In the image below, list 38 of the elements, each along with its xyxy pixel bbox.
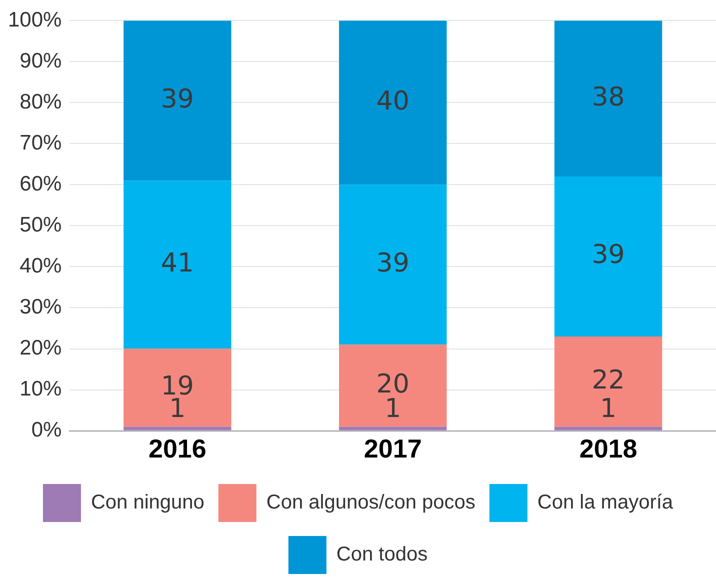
y-tick-label: 60%	[20, 172, 62, 196]
y-tick-label: 50%	[20, 213, 62, 236]
y-tick-label: 40%	[20, 254, 62, 278]
data-label: 38	[592, 82, 625, 112]
data-label: 40	[376, 86, 410, 116]
y-tick-label: 0%	[31, 418, 62, 442]
x-tick-label: 2016	[148, 434, 206, 464]
data-label: 39	[592, 240, 625, 270]
bar	[339, 426, 447, 430]
data-label: 41	[160, 248, 194, 278]
y-tick-label: 100%	[8, 8, 62, 32]
bar	[554, 176, 662, 336]
y-tick-label: 20%	[20, 336, 62, 360]
data-label: 39	[376, 248, 410, 278]
bar	[124, 426, 232, 430]
y-tick-label: 90%	[20, 49, 62, 72]
data-label: 22	[592, 365, 625, 396]
x-tick-label: 2018	[579, 434, 638, 464]
bar	[554, 336, 662, 427]
legend-label: Con ninguno	[90, 492, 204, 514]
bar	[124, 20, 232, 181]
y-tick-label: 30%	[20, 296, 62, 319]
x-tick-label: 2017	[364, 434, 422, 464]
data-label: 1	[600, 394, 617, 424]
y-tick-label: 80%	[20, 90, 62, 114]
bar	[339, 184, 447, 345]
bar	[124, 180, 232, 349]
data-label: 39	[160, 84, 194, 114]
bar	[124, 348, 232, 427]
legend-label: Con la mayoría	[537, 492, 674, 514]
bar	[339, 20, 447, 185]
y-tick-label: 70%	[20, 131, 62, 154]
bar	[554, 426, 662, 430]
y-tick-label: 10%	[20, 378, 62, 401]
bar	[554, 20, 662, 176]
legend-label: Con algunos/con pocos	[266, 492, 476, 514]
legend-label: Con todos	[336, 544, 428, 566]
bar	[339, 344, 447, 427]
